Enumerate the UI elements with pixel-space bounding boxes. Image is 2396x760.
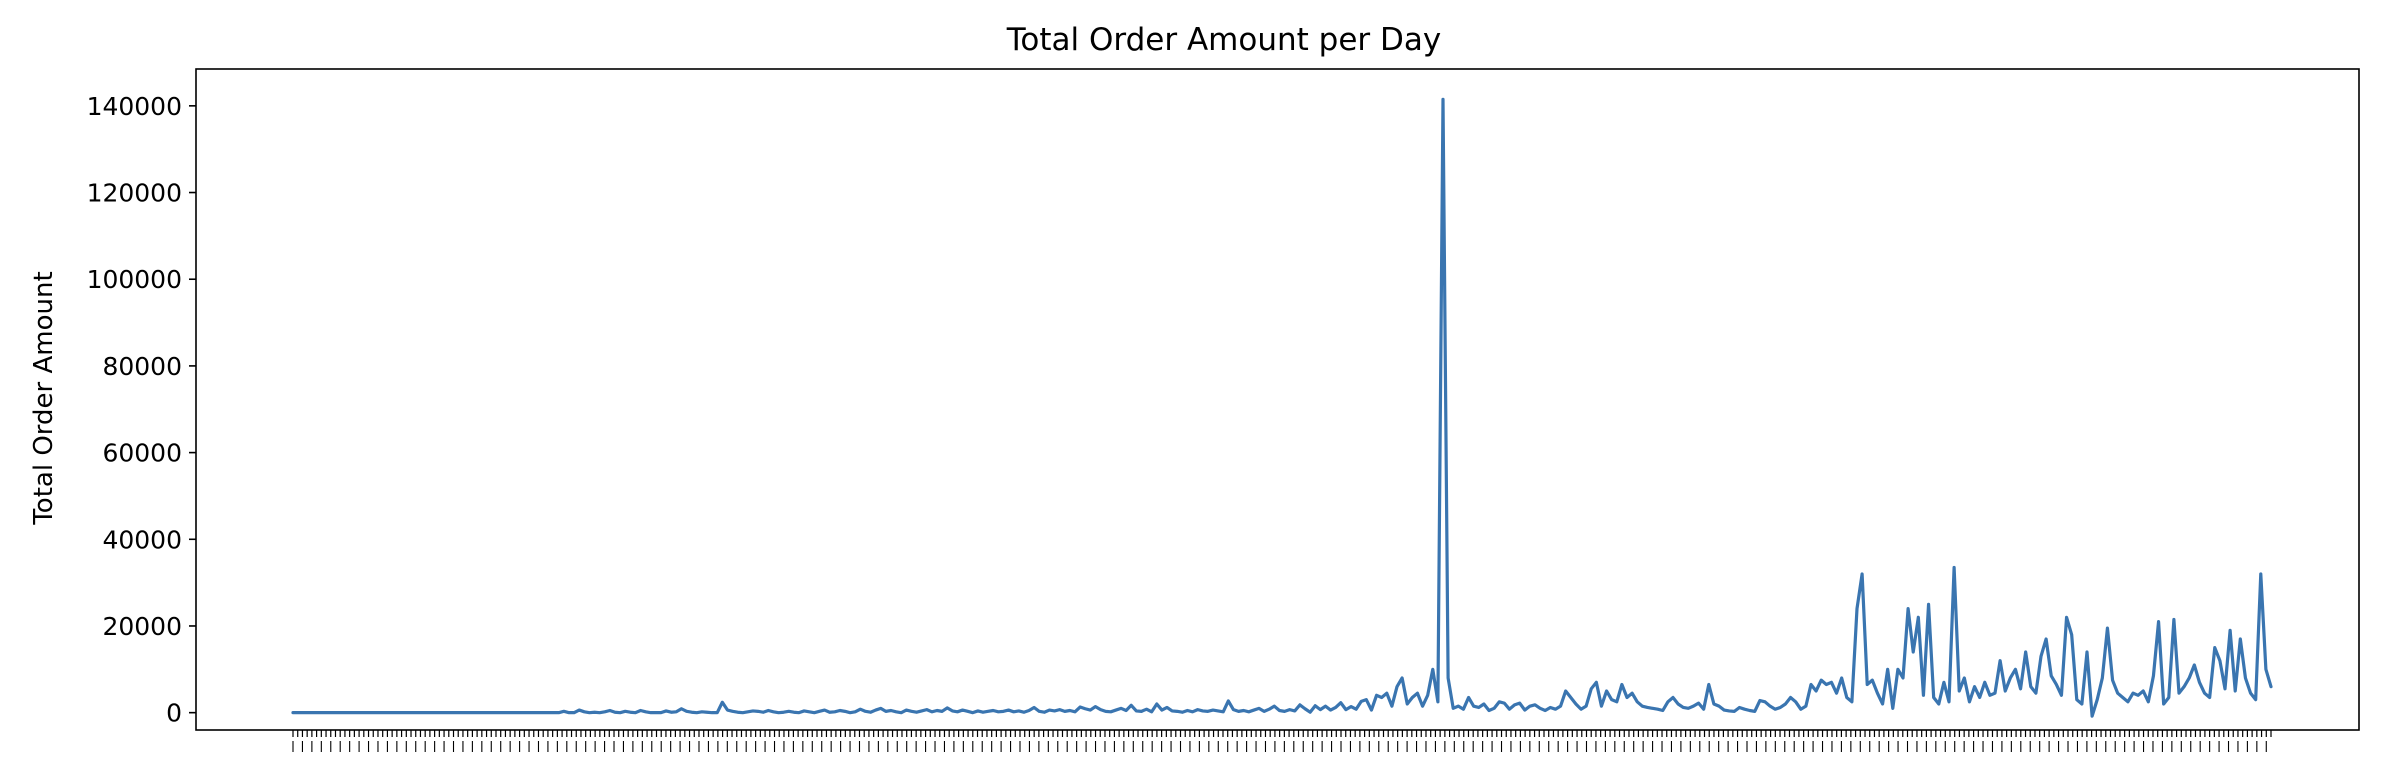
series-line xyxy=(291,97,2273,718)
plot-area-frame xyxy=(195,68,2360,731)
y-axis-ticks: 0 20000 40000 60000 80000 100000 120000 140000 xyxy=(87,92,196,728)
y-tick-label: 100000 xyxy=(87,265,182,294)
y-axis-label: Total Order Amount xyxy=(29,271,59,525)
y-tick-label: 120000 xyxy=(87,179,182,208)
y-tick-label: 20000 xyxy=(102,612,182,641)
y-tick-label: 140000 xyxy=(87,92,182,121)
y-tick-label: 0 xyxy=(166,699,182,728)
y-tick-label: 80000 xyxy=(102,352,182,381)
x-axis-ticks xyxy=(292,730,2272,752)
y-tick-label: 40000 xyxy=(102,525,182,554)
chart-title: Total Order Amount per Day xyxy=(1006,22,1441,58)
y-tick-label: 60000 xyxy=(102,439,182,468)
